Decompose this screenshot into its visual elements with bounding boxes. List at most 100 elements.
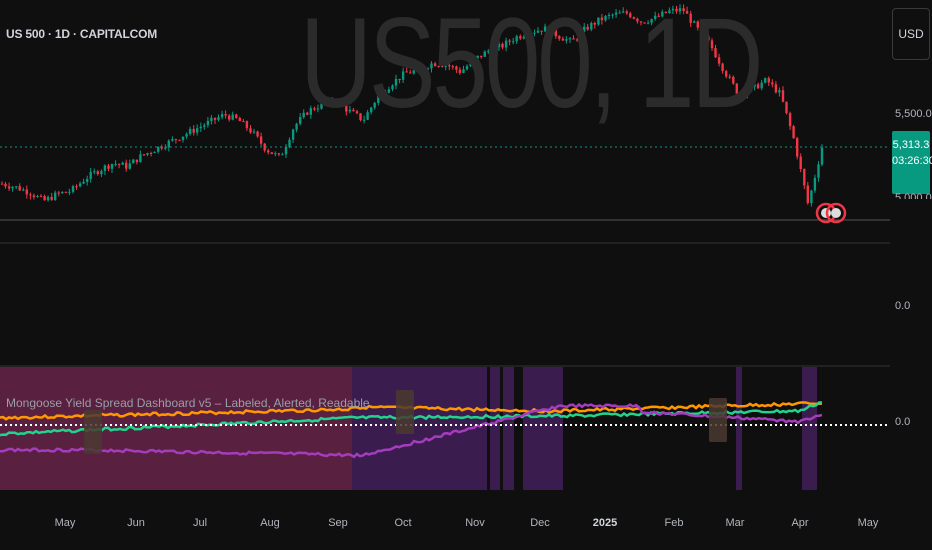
candle-body [643,22,646,24]
indicator-line-purple [0,402,823,459]
candle-body [320,102,323,109]
candle-body [586,26,589,30]
candle-body [75,186,78,188]
candle-body [426,68,430,70]
candle-body [494,46,497,53]
candle-body [661,11,664,17]
candle-body [121,162,124,165]
candle-body [15,186,18,188]
candle-body [330,99,334,103]
candle-body [203,125,206,127]
candle-body [416,67,419,71]
candle-body [558,36,561,39]
event-markers[interactable] [815,202,847,224]
candle-body [753,84,756,87]
symbol-watermark: US500, 1D [300,0,763,135]
candle-body [71,186,75,192]
candle-body [561,38,565,41]
candle-body [249,128,252,133]
candle-body [625,11,628,14]
candle-body [334,102,337,104]
candle-body [622,11,625,13]
candle-body [696,21,699,28]
candle-body [590,23,593,30]
price-zero-label: 0.0 [895,300,911,312]
candle-body [803,169,806,186]
candle-body [61,191,64,194]
candle-body [132,159,135,164]
candle-body [611,14,614,16]
currency-button[interactable]: USD [892,8,930,60]
candle-body [675,8,678,12]
candle-body [650,19,653,23]
indicator-band [352,367,487,490]
candle-body [512,41,515,43]
candle-body [18,186,21,191]
candle-body [760,82,763,89]
candle-body [199,126,202,129]
candle-body [714,48,717,58]
candle-body [139,154,142,163]
candle-body [238,118,241,122]
candle-body [441,66,444,68]
candle-body [654,15,657,19]
candle-body [327,99,330,103]
indicator-band [490,367,500,490]
candle-body [157,146,160,152]
candle-body [224,114,227,116]
candle-body [100,170,103,175]
indicator-band [736,367,742,490]
candle-body [519,36,522,39]
candle-body [274,153,277,155]
candle-body [689,13,692,23]
candle-body [774,84,778,93]
candle-body [497,43,501,47]
candle-body [813,177,817,191]
candle-body [316,108,320,110]
candle-body [302,112,305,118]
candle-body [228,115,231,120]
candle-body [68,191,71,193]
candle-body [543,26,547,32]
time-axis-label: May [54,517,76,529]
candle-body [451,66,454,68]
time-axis-label: 2025 [592,517,618,529]
candle-body [220,114,224,118]
time-axis-label: Sep [328,517,348,529]
time-axis-label: May [857,517,879,529]
candle-body [149,153,153,154]
candle-body [717,57,721,64]
candle-body [64,191,68,193]
candle-body [462,69,465,73]
candle-body [593,23,596,25]
indicator-label-box [709,398,727,442]
candle-body [78,183,82,187]
candle-body [29,194,32,196]
candle-body [86,179,89,182]
candle-body [433,63,437,67]
candle-body [235,114,238,118]
candle-body [82,181,85,184]
candle-body [299,117,302,124]
candle-body [693,21,696,23]
indicator-title[interactable]: Mongoose Yield Spread Dashboard v5 – Lab… [6,396,370,410]
candle-body [377,96,380,103]
candle-body [799,156,802,169]
candle-body [93,171,96,173]
candle-body [4,183,7,187]
candle-body [291,129,295,140]
candle-body [259,136,263,144]
candle-body [142,154,146,156]
candle-body [764,78,767,83]
candle-body [22,189,25,191]
candle-body [522,37,525,39]
symbol-title[interactable]: US 500 · 1D · CAPITALCOM [6,27,157,41]
candle-body [125,162,128,169]
candle-body [295,123,298,130]
candle-body [785,101,788,114]
candle-body [394,78,398,86]
candle-body [181,136,185,140]
candle-body [806,185,809,203]
candle-body [657,15,660,17]
